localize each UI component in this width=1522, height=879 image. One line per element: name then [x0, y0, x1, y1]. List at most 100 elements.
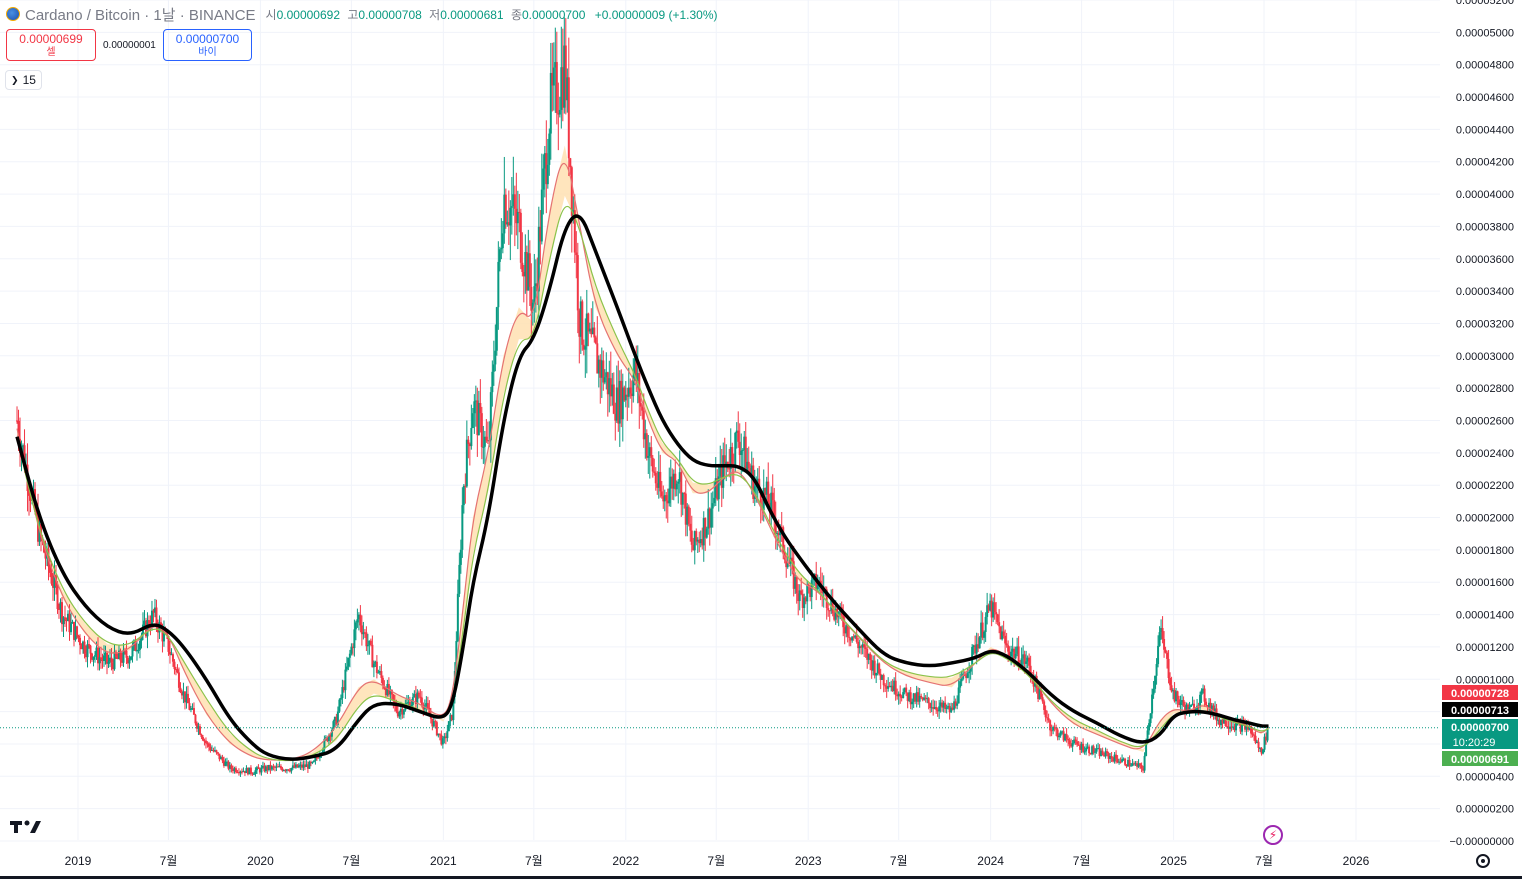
candle-body	[1193, 703, 1196, 712]
y-tick-label: 0.00003200	[1456, 318, 1514, 330]
candle-body	[50, 572, 53, 584]
buy-button[interactable]: 0.00000700 바이	[163, 29, 252, 61]
candle-body	[285, 769, 288, 771]
candle-body	[687, 506, 690, 524]
candle-body	[369, 640, 372, 645]
high-label: 고	[347, 7, 359, 22]
candle-body	[1041, 697, 1044, 702]
candle-body	[809, 586, 812, 598]
candle-body	[606, 372, 609, 395]
candle-body	[44, 552, 47, 559]
candle-body	[168, 651, 171, 655]
candle-body	[842, 615, 845, 628]
candle-body	[566, 77, 569, 101]
candle-body	[891, 685, 894, 691]
candle-body	[588, 328, 591, 332]
candle-body	[342, 687, 345, 691]
candle-body	[234, 768, 237, 773]
x-axis[interactable]: 2019 7월 2020 7월 2021 7월 2022 7월 2023 7월 2024 7월 2025…	[65, 854, 1370, 868]
candle-body	[492, 364, 495, 372]
candle-body	[570, 167, 573, 216]
candle-body	[1256, 741, 1259, 743]
tradingview-logo-icon[interactable]	[10, 818, 42, 841]
candle-body	[474, 400, 477, 402]
candle-body	[336, 711, 339, 725]
candle-body	[456, 593, 459, 642]
candle-body	[368, 640, 371, 645]
candle-body	[1040, 689, 1043, 698]
candle-body	[1067, 738, 1070, 741]
symbol-title[interactable]: Cardano / Bitcoin · 1날 · BINANCE	[25, 6, 256, 24]
candle-body	[89, 645, 92, 654]
candle-body	[468, 444, 471, 447]
candle-body	[450, 714, 453, 721]
candle-body	[554, 62, 557, 68]
candle-body	[167, 636, 170, 652]
candle-body	[971, 647, 974, 666]
candle-body	[518, 211, 521, 213]
candle-body	[771, 492, 774, 501]
candle-body	[1014, 653, 1017, 659]
candle-body	[1211, 705, 1214, 714]
candle-body	[519, 212, 522, 263]
candle-body	[647, 455, 650, 458]
candle-body	[216, 752, 219, 754]
flash-icon[interactable]: ⚡	[1263, 825, 1283, 845]
indicator-toggle-button[interactable]: ❯ 15	[5, 70, 42, 90]
candle-body	[704, 517, 707, 538]
candle-body	[260, 767, 263, 773]
candle-body	[137, 649, 140, 651]
candle-body	[948, 706, 951, 713]
gear-icon[interactable]	[1476, 854, 1490, 868]
candle-body	[923, 697, 926, 700]
candle-body	[204, 740, 207, 744]
candle-body	[1088, 746, 1091, 754]
candle-body	[1184, 705, 1187, 714]
candle-body	[246, 768, 249, 775]
candle-body	[668, 488, 671, 504]
candle-body	[135, 650, 138, 652]
candle-body	[479, 403, 482, 414]
candle-body	[1032, 678, 1035, 687]
candle-body	[950, 707, 953, 713]
candle-body	[1103, 754, 1106, 757]
candle-body	[413, 694, 416, 698]
candle-body	[831, 599, 834, 614]
candle-body	[542, 168, 545, 190]
candle-body	[128, 659, 131, 664]
price-label-box	[1442, 719, 1518, 749]
candle-body	[1121, 759, 1124, 762]
candle-body	[714, 478, 717, 498]
candle-body	[335, 716, 338, 725]
candle-body	[863, 644, 866, 648]
candle-body	[1097, 748, 1100, 750]
candle-body	[372, 663, 375, 668]
chevron-down-icon: ❯	[11, 74, 19, 85]
candle-body	[383, 685, 386, 689]
candle-body	[1095, 748, 1098, 752]
candle-body	[1169, 678, 1172, 686]
candle-body	[359, 614, 362, 626]
ma-band-fill	[17, 145, 1269, 762]
candle-body	[248, 767, 251, 775]
candle-body	[987, 605, 990, 611]
candle-body	[1020, 658, 1023, 666]
y-tick-label: 0.00002800	[1456, 383, 1514, 395]
candle-body	[1082, 743, 1085, 752]
candle-body	[317, 757, 320, 759]
y-axis[interactable]: 0.00005200 0.00005000 0.00004800 0.00004600…	[1449, 0, 1514, 848]
candle-body	[1166, 652, 1169, 659]
candle-body	[728, 468, 731, 470]
candle-body	[626, 394, 629, 397]
candle-body	[555, 62, 558, 114]
sell-button[interactable]: 0.00000699 셀	[6, 29, 96, 61]
candle-body	[621, 387, 624, 420]
candle-body	[630, 393, 633, 397]
candle-body	[173, 661, 176, 670]
x-tick-label: 7월	[1255, 854, 1273, 868]
candle-body	[1260, 747, 1263, 754]
candle-body	[627, 387, 630, 397]
candle-body	[93, 655, 96, 657]
candle-body	[386, 684, 389, 696]
